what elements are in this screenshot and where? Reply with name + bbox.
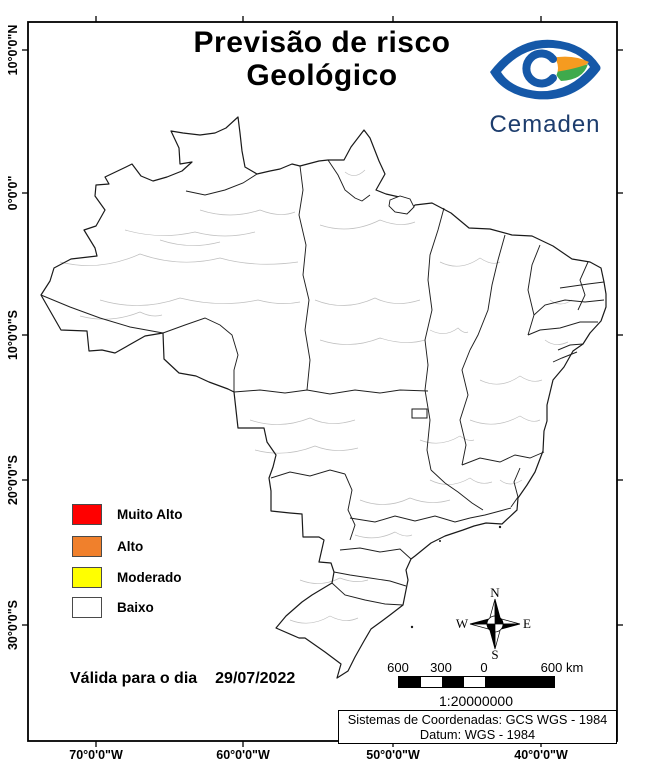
scale-label-300: 300 [430,660,452,675]
brazil-coastline-stroke [40,116,607,679]
cemaden-eye-icon [490,39,601,100]
compass-east-label: E [523,616,531,631]
graticule-ticks [22,16,623,747]
legend-label-baixo: Baixo [117,600,154,615]
cemaden-logo: Cemaden [470,36,620,139]
lon-label-50w: 50°0'0"W [366,748,420,762]
scale-label-0: 0 [480,660,488,675]
lat-label-10s: 10°0'0"S [6,309,20,361]
legend-item-muito-alto: Muito Alto [72,504,182,525]
legend-label-muito-alto: Muito Alto [117,507,183,522]
legend-swatch-baixo [72,597,102,618]
coastal-islands [410,525,502,629]
title-line-2: Geológico [246,59,398,92]
scale-bar [398,676,555,688]
scale-bar-segment [420,677,442,687]
legend-item-moderado: Moderado [72,567,182,588]
distrito-federal-outline [411,408,428,419]
brazil-country-outline [41,117,606,678]
compass-south-label: S [491,647,499,662]
compass-rose-icon [469,598,521,650]
validity-note: Válida para o dia 29/07/2022 [70,670,295,688]
legend-swatch-muito-alto [72,504,102,525]
validity-label: Válida para o dia [70,670,198,687]
legend-label-alto: Alto [117,539,144,554]
lat-label-30s: 30°0'0"S [6,599,20,651]
legend-swatch-moderado [72,567,102,588]
scale-ratio: 1:20000000 [439,693,513,709]
legend-item-baixo: Baixo [72,597,154,618]
scale-bar-segment [485,677,554,687]
scale-bar-segment [442,677,464,687]
lon-label-70w: 70°0'0"W [69,748,123,762]
projection-line-1: Sistemas de Coordenadas: GCS WGS - 1984 [347,712,608,727]
state-borders [40,159,605,606]
marajo-island [388,195,415,215]
lat-label-10n: 10°0'0"N [6,24,20,76]
scale-label-600-km: 600 km [540,660,584,675]
compass-north-label: N [490,585,500,600]
cemaden-logo-text: Cemaden [489,111,601,138]
lat-label-0: 0°0'0" [6,175,20,211]
compass-west-label: W [455,616,469,631]
legend-swatch-alto [72,536,102,557]
legend-label-moderado: Moderado [117,570,182,585]
lat-label-20s: 20°0'0"S [6,454,20,506]
validity-date: 29/07/2022 [215,670,296,687]
lon-label-60w: 60°0'0"W [216,748,270,762]
scale-label-600-left: 600 [387,660,409,675]
projection-line-2: Datum: WGS - 1984 [419,727,536,742]
title-line-1: Previsão de risco [193,26,451,59]
municipal-borders [59,169,573,624]
projection-info-box: Sistemas de Coordenadas: GCS WGS - 1984 … [338,710,617,744]
lon-label-40w: 40°0'0"W [514,748,568,762]
legend-item-alto: Alto [72,536,143,557]
scale-bar-segment [399,677,421,687]
page-title: Previsão de risco Geológico [194,26,451,92]
scale-bar-segment [463,677,485,687]
